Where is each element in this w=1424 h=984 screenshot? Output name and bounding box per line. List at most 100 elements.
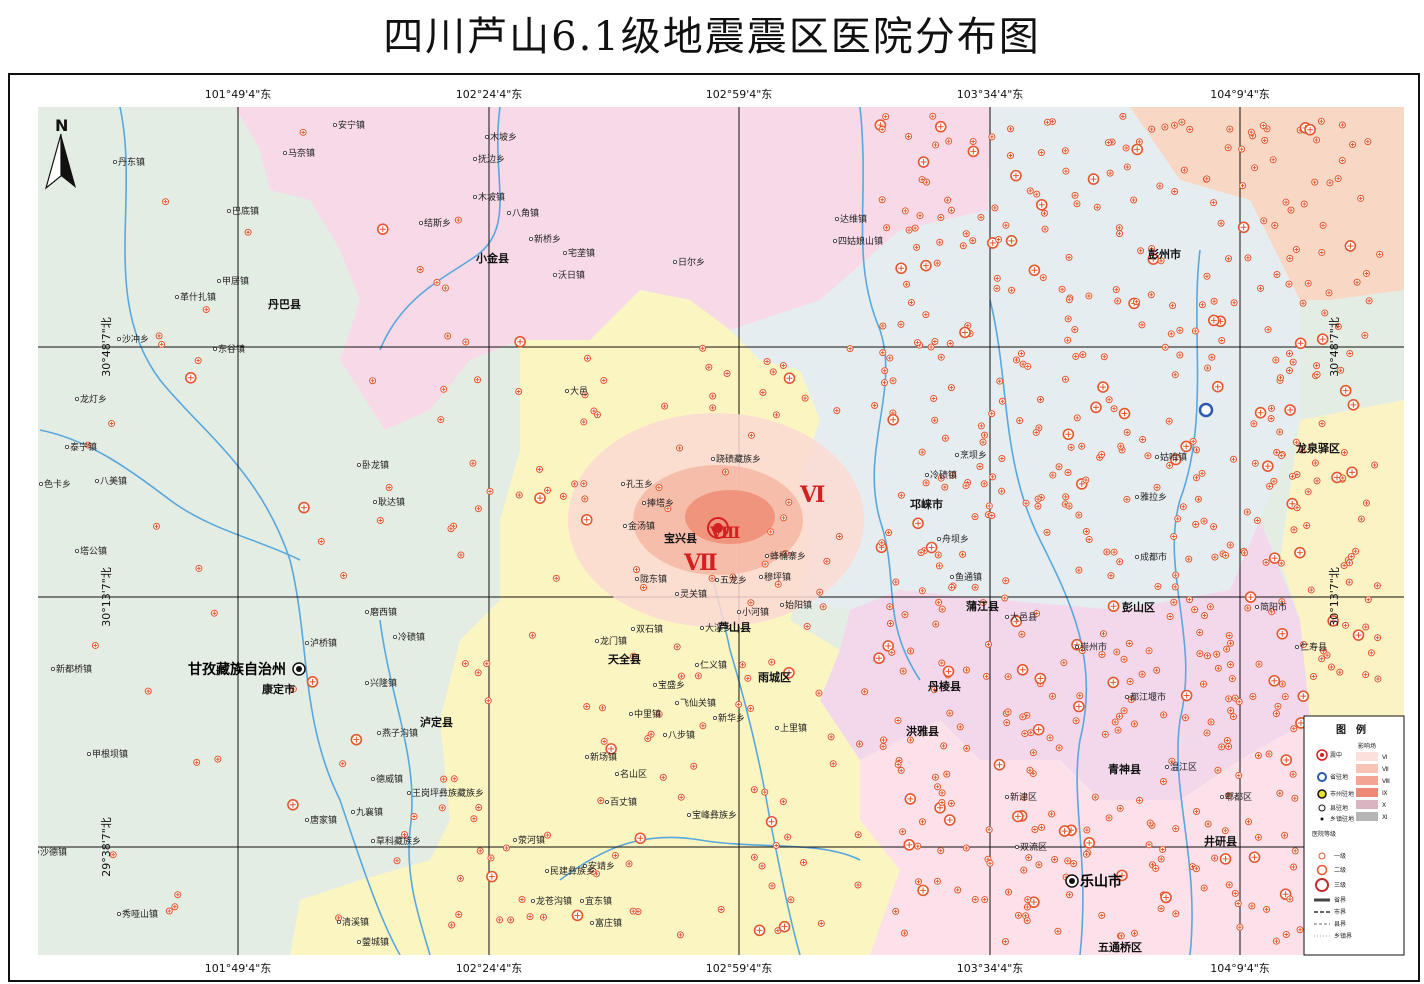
town-label: 蜂桶寨乡 <box>770 550 806 562</box>
hospital-icon <box>1248 902 1256 910</box>
legend-symbol-prefecture: 市州驻地 <box>1330 790 1354 798</box>
town-dot-icon <box>1135 555 1140 560</box>
town-label: 民建彝族乡 <box>550 865 595 877</box>
hospital-icon <box>1238 145 1246 153</box>
hospital-icon <box>486 870 498 883</box>
hospital-icon <box>1010 169 1022 182</box>
hospital-icon <box>437 416 445 424</box>
hospital-icon <box>694 672 702 680</box>
town-dot-icon <box>1255 605 1260 610</box>
hospital-icon <box>1236 923 1244 931</box>
hospital-icon <box>1025 854 1033 862</box>
hospital-icon <box>1065 502 1073 510</box>
town-dot-icon <box>629 712 634 717</box>
hospital-icon <box>1166 461 1174 469</box>
hospital-icon <box>879 322 887 330</box>
hospital-icon <box>759 389 767 397</box>
town-dot-icon <box>1005 795 1010 800</box>
hospital-icon <box>655 484 663 492</box>
county-label: 康定市 <box>262 682 295 696</box>
hospital-icon <box>91 641 99 649</box>
town-dot-icon <box>75 396 80 401</box>
hospital-icon <box>584 354 592 362</box>
hospital-icon <box>976 463 984 471</box>
hospital-icon <box>1290 863 1298 871</box>
hospital-icon <box>922 311 930 319</box>
hospital-icon <box>155 332 163 340</box>
hospital-icon <box>158 340 166 348</box>
hospital-icon <box>931 416 939 424</box>
hospital-icon <box>1282 198 1290 206</box>
hospital-icon <box>1244 254 1252 262</box>
hospital-icon <box>1272 937 1280 945</box>
hospital-icon <box>979 438 987 446</box>
hospital-icon <box>474 669 482 677</box>
hospital-icon <box>986 859 994 867</box>
town-dot-icon <box>590 921 595 926</box>
town-dot-icon <box>1125 695 1130 700</box>
hospital-icon <box>1171 583 1179 591</box>
hospital-icon <box>931 338 939 346</box>
hospital-icon <box>1035 861 1043 869</box>
town-label: 温江区 <box>1170 762 1197 773</box>
town-dot-icon <box>226 208 231 213</box>
hospital-icon <box>881 367 889 375</box>
hospital-icon <box>659 773 667 781</box>
hospital-icon <box>1203 272 1211 280</box>
intensity-label-7: Ⅶ <box>683 550 718 576</box>
hospital-icon <box>1161 123 1169 131</box>
hospital-icon <box>1237 221 1250 234</box>
town-label: 灵关镇 <box>680 588 707 600</box>
hospital-icon <box>903 839 916 851</box>
hospital-icon <box>750 786 758 794</box>
town-dot-icon <box>835 216 840 221</box>
hospital-icon <box>1152 864 1160 872</box>
county-label: 小金县 <box>475 251 509 265</box>
hospital-icon <box>1026 766 1034 774</box>
hospital-icon <box>210 609 218 617</box>
hospital-icon <box>1018 630 1026 638</box>
legend-level-swatch <box>1356 764 1378 773</box>
hospital-icon <box>1007 125 1015 133</box>
hospital-icon <box>1100 353 1108 361</box>
hospital-icon <box>539 913 547 921</box>
lat-left-1: 30°48'7"北 <box>100 317 113 377</box>
hospital-icon <box>1281 831 1289 839</box>
hospital-icon <box>883 224 891 232</box>
hospital-icon <box>729 573 737 581</box>
town-label: 王岗坪彝族藏族乡 <box>412 787 484 799</box>
hospital-icon <box>1101 730 1109 738</box>
hospital-icon <box>1223 736 1231 744</box>
town-dot-icon <box>95 478 100 483</box>
hospital-icon <box>1362 499 1370 507</box>
town-label: 色卡乡 <box>44 478 71 490</box>
hospital-icon <box>1192 865 1200 873</box>
town-label: 飞仙关镇 <box>680 697 716 709</box>
hospital-icon <box>765 815 778 828</box>
town-label: 双石镇 <box>636 623 663 635</box>
hospital-icon <box>1230 299 1238 307</box>
hospital-icon <box>998 397 1006 405</box>
town-label: 巴底镇 <box>232 205 259 217</box>
hospital-icon <box>1214 766 1222 774</box>
hospital-icon <box>1171 371 1179 379</box>
hospital-icon <box>889 377 897 385</box>
town-dot-icon <box>38 850 39 854</box>
hospital-icon <box>783 372 796 384</box>
hospital-icon <box>1166 613 1174 621</box>
town-dot-icon <box>117 336 122 341</box>
hospital-icon <box>1268 552 1281 564</box>
hospital-icon <box>915 878 923 886</box>
hospital-icon <box>1196 629 1204 637</box>
hospital-icon <box>1293 504 1301 512</box>
hospital-icon <box>1161 343 1169 351</box>
hospital-icon <box>761 788 769 796</box>
hospital-icon <box>1064 336 1072 344</box>
county-label: 洪雅县 <box>906 724 939 738</box>
hospital-icon <box>1269 156 1277 164</box>
town-label: 四姑娘山镇 <box>838 235 883 247</box>
legend-hospital-1: 一级 <box>1334 852 1346 860</box>
legend-hospital-3-icon <box>1315 878 1329 892</box>
hospital-icon <box>947 799 955 807</box>
